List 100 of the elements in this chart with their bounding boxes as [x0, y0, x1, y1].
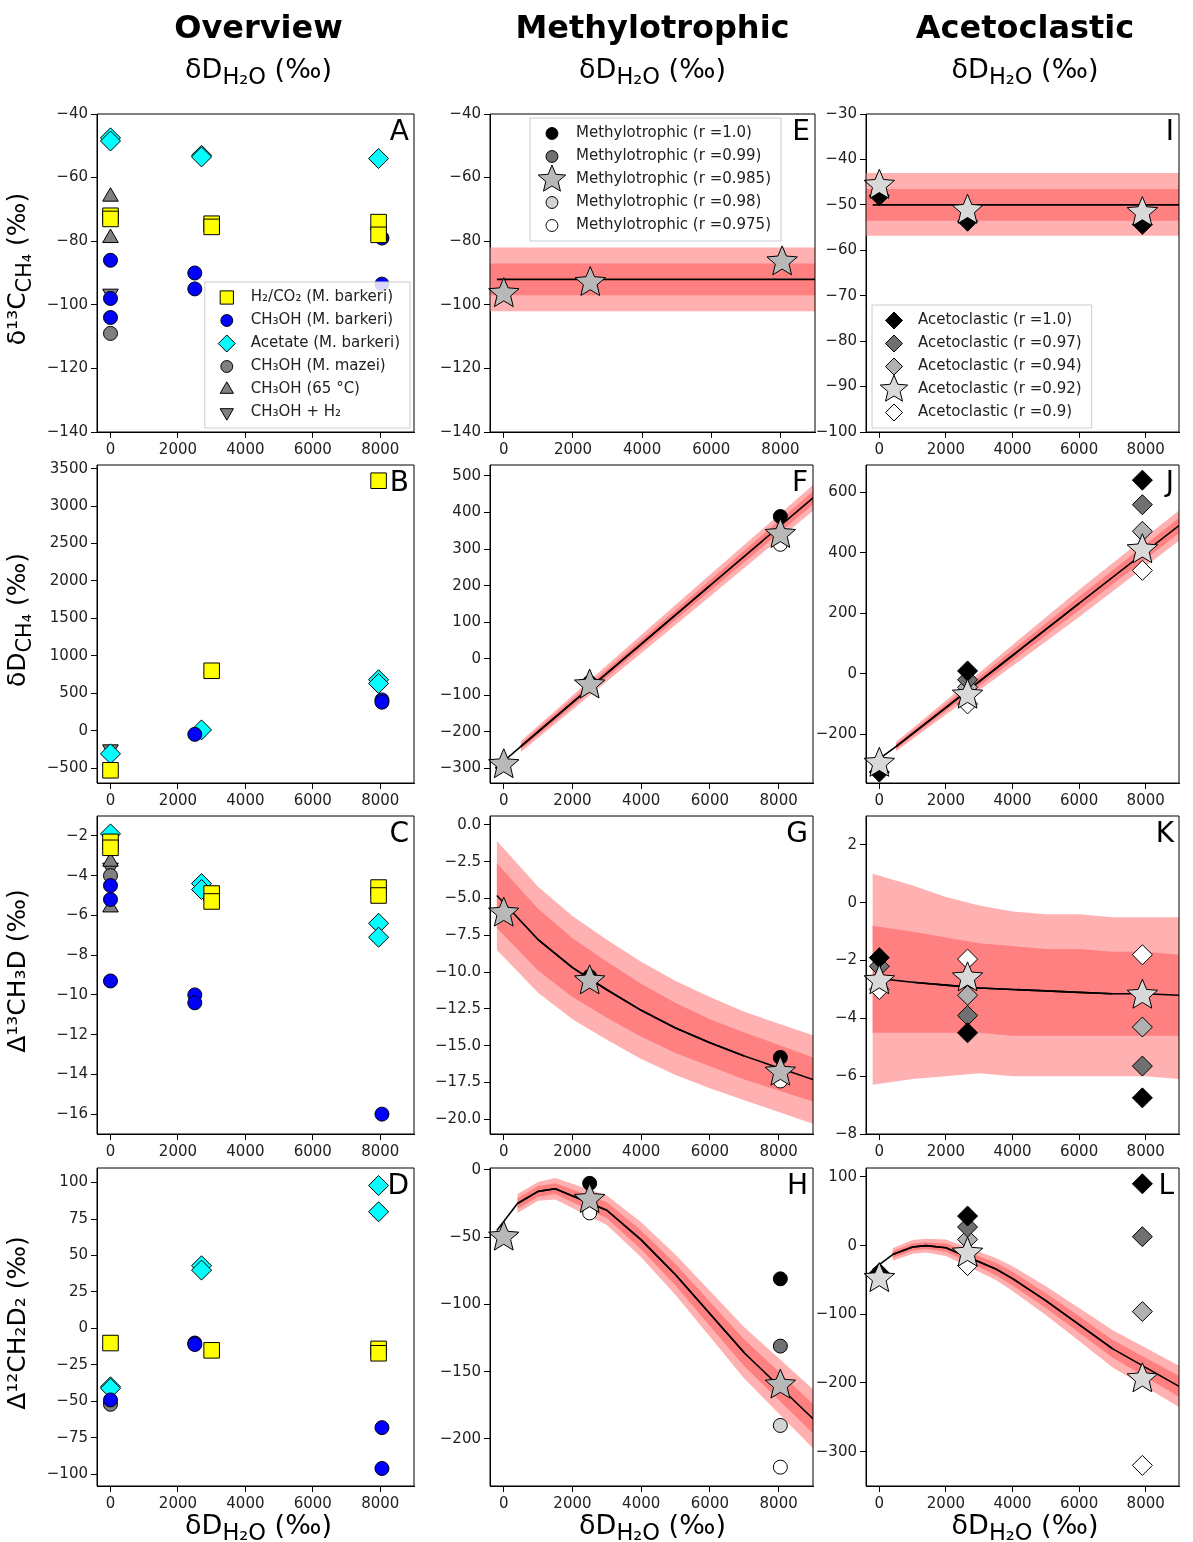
x-tick-label: 0: [874, 790, 885, 809]
y-tick-label: −15.0: [435, 1035, 481, 1054]
y-tick-label: −100: [815, 1304, 857, 1323]
y-tick-label: −80: [449, 231, 481, 250]
x-tick-label: 4000: [226, 1141, 265, 1160]
y-tick-label: 50: [68, 1245, 88, 1264]
x-tick-label: 2000: [553, 1493, 592, 1512]
y-tick-label: −120: [439, 358, 481, 377]
legend-label: Methylotrophic (r =0.985): [575, 169, 772, 188]
x-tick-label: 4000: [226, 1493, 265, 1512]
y-tick-label: 0: [847, 1235, 857, 1254]
y-tick-label: 100: [59, 1172, 88, 1191]
x-tick-label: 0: [874, 1141, 885, 1160]
y-tick-label: −40: [825, 149, 857, 168]
x-tick-label: 6000: [690, 790, 730, 809]
x-tick-label: 0: [498, 790, 509, 809]
x-tick-label: 2000: [926, 790, 966, 809]
x-tick-label: 4000: [226, 790, 265, 809]
x-tick-label: 8000: [759, 1141, 798, 1160]
x-tick-label: 6000: [1060, 1141, 1099, 1160]
legend-label: Acetoclastic (r =0.9): [918, 402, 1073, 421]
x-tick-label: 8000: [361, 1493, 400, 1512]
legend-label: Acetate (M. barkeri): [250, 333, 400, 352]
y-tick-label: −120: [46, 358, 88, 377]
y-tick-label: −20.0: [435, 1109, 481, 1128]
y-tick-label: −14: [56, 1064, 88, 1083]
x-tick-label: 4000: [623, 439, 662, 458]
y-tick-label: −300: [815, 1441, 857, 1460]
legend-label: Methylotrophic (r =0.99): [575, 146, 762, 165]
annotation: B: [389, 465, 409, 499]
y-tick-label: −100: [439, 685, 481, 704]
x-tick-label: 8000: [1126, 1141, 1165, 1160]
y-tick-label: 0: [847, 892, 857, 911]
annotation: D: [387, 1168, 409, 1202]
legend-label: Methylotrophic (r =0.98): [575, 192, 762, 211]
y-tick-label: −80: [56, 231, 88, 250]
legend-label: Acetoclastic (r =1.0): [918, 310, 1073, 329]
x-tick-label: 2000: [553, 439, 593, 458]
annotation: E: [792, 114, 810, 148]
y-tick-label: −100: [439, 294, 481, 313]
y-tick-label: −17.5: [435, 1072, 481, 1091]
y-tick-label: −8: [834, 1123, 857, 1142]
y-tick-label: −4: [65, 865, 88, 884]
y-tick-label: 400: [452, 502, 481, 521]
x-tick-label: 8000: [361, 790, 400, 809]
y-tick-label: −2: [65, 825, 88, 844]
annotation: L: [1158, 1168, 1175, 1202]
y-tick-label: 3000: [49, 496, 88, 515]
y-tick-label: −10: [56, 984, 88, 1003]
y-tick-label: −12.5: [435, 998, 481, 1017]
legend-label: CH₃OH + H₂: [250, 402, 342, 421]
y-tick-label: −60: [56, 167, 88, 186]
y-tick-label: −100: [46, 1464, 88, 1483]
y-tick-label: −6: [65, 905, 88, 924]
x-tick-label: 2000: [926, 1493, 966, 1512]
y-tick-label: −12: [56, 1024, 88, 1043]
x-tick-label: 8000: [361, 439, 400, 458]
legend-label: Acetoclastic (r =0.97): [918, 333, 1082, 352]
y-tick-label: −60: [825, 240, 857, 259]
annotation: C: [389, 816, 409, 850]
y-tick-label: 2500: [49, 533, 88, 552]
legend-label: CH₃OH (65 °C): [250, 379, 360, 398]
x-tick-label: 4000: [226, 439, 265, 458]
y-tick-label: 75: [68, 1208, 88, 1227]
y-tick-label: 0.0: [457, 814, 481, 833]
x-tick-label: 6000: [293, 1141, 332, 1160]
y-tick-label: 100: [828, 1166, 857, 1185]
x-tick-label: 8000: [1126, 1493, 1165, 1512]
y-tick-label: −300: [439, 758, 481, 777]
y-tick-label: −100: [439, 1294, 481, 1313]
annotation: A: [389, 114, 409, 148]
legend-label: CH₃OH (M. mazei): [250, 356, 386, 375]
x-axis-title: δD$_{H₂O}$ (‰): [579, 1509, 726, 1542]
y-tick-label: 0: [78, 1318, 88, 1337]
y-tick-label: −8: [65, 945, 88, 964]
y-tick-label: 0: [78, 720, 88, 739]
y-tick-label: 0: [847, 663, 857, 682]
x-axis-title: δD$_{H₂O}$ (‰): [184, 52, 333, 92]
y-tick-label: −16: [56, 1104, 88, 1123]
y-tick-label: −100: [46, 294, 88, 313]
x-axis-title: δD$_{H₂O}$ (‰): [951, 1509, 1099, 1542]
chart-title: Acetoclastic: [914, 8, 1136, 46]
y-tick-label: −200: [439, 1428, 481, 1447]
y-tick-label: 600: [828, 482, 857, 501]
annotation: F: [791, 465, 808, 499]
y-tick-label: 100: [452, 612, 481, 631]
x-tick-label: 0: [105, 1141, 116, 1160]
x-tick-label: 0: [498, 1141, 509, 1160]
legend-label: Methylotrophic (r =0.975): [575, 215, 772, 234]
x-tick-label: 2000: [926, 1141, 966, 1160]
y-tick-label: −50: [825, 194, 857, 213]
y-tick-label: 25: [68, 1281, 88, 1300]
y-tick-label: −200: [815, 1372, 857, 1391]
x-tick-label: 6000: [1060, 439, 1099, 458]
y-tick-label: −150: [439, 1361, 481, 1380]
y-tick-label: 500: [452, 465, 481, 484]
y-axis-title: Δ¹³CH₃D (‰): [2, 888, 32, 1055]
y-tick-label: −140: [46, 421, 88, 440]
x-tick-label: 8000: [1126, 439, 1165, 458]
y-tick-label: −40: [56, 103, 88, 122]
